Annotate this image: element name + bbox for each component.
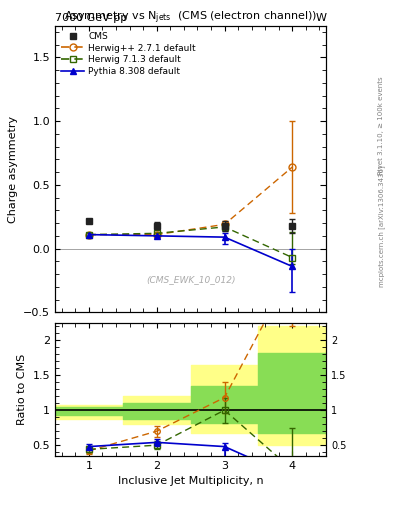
Text: 7000 GeV pp: 7000 GeV pp (55, 13, 127, 23)
X-axis label: Inclusive Jet Multiplicity, n: Inclusive Jet Multiplicity, n (118, 476, 263, 486)
Text: Rivet 3.1.10, ≥ 100k events: Rivet 3.1.10, ≥ 100k events (378, 77, 384, 175)
Title: Asymmetry vs N$_{\mathregular{jets}}$  (CMS (electron channel)): Asymmetry vs N$_{\mathregular{jets}}$ (C… (64, 9, 317, 26)
Text: (CMS_EWK_10_012): (CMS_EWK_10_012) (146, 274, 235, 284)
Y-axis label: Charge asymmetry: Charge asymmetry (7, 115, 18, 223)
Text: mcplots.cern.ch [arXiv:1306.3436]: mcplots.cern.ch [arXiv:1306.3436] (378, 165, 385, 287)
Legend: CMS, Herwig++ 2.7.1 default, Herwig 7.1.3 default, Pythia 8.308 default: CMS, Herwig++ 2.7.1 default, Herwig 7.1.… (58, 28, 200, 80)
Text: W: W (315, 13, 326, 23)
Y-axis label: Ratio to CMS: Ratio to CMS (17, 353, 27, 425)
